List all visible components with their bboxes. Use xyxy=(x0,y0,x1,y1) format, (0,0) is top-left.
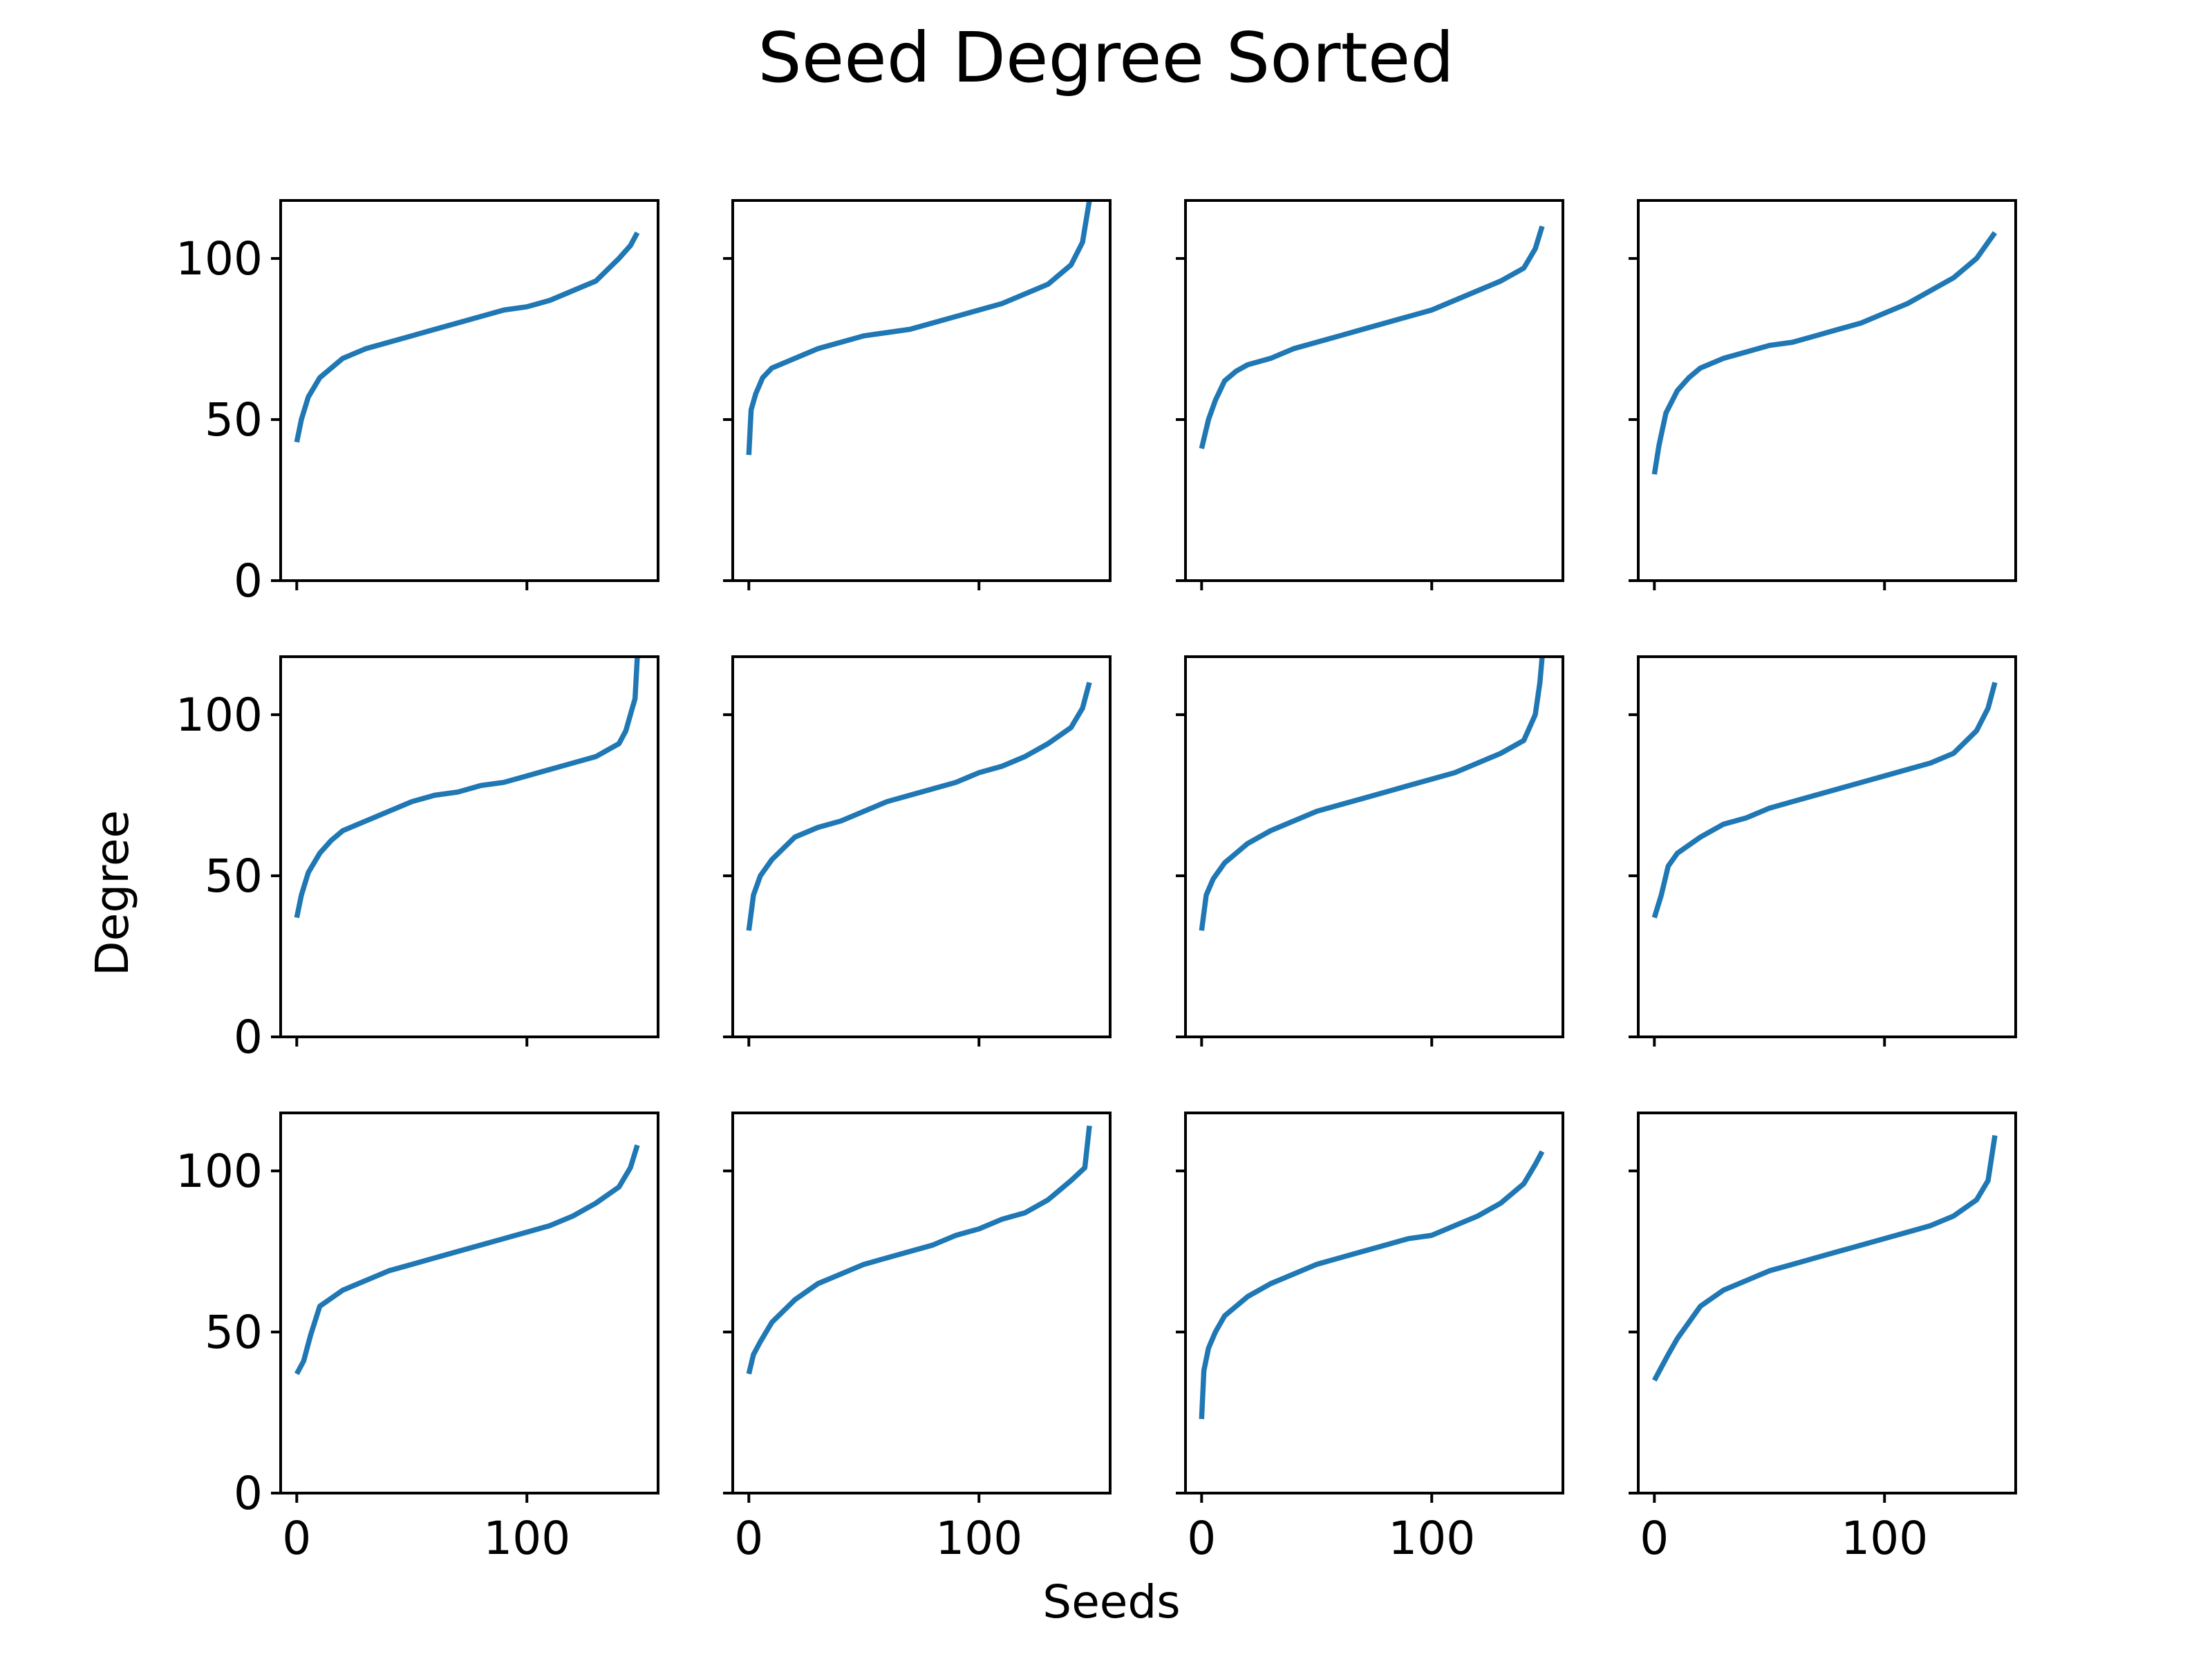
y-tick-label: 100 xyxy=(176,232,263,285)
subplot: 0 50 100 xyxy=(176,199,659,608)
y-axis-label: Degree xyxy=(86,810,139,976)
subplot xyxy=(1176,655,1564,1047)
subplot: 0 100 xyxy=(1176,1112,1564,1565)
x-tick-label: 100 xyxy=(1841,1512,1928,1565)
x-tick-label: 0 xyxy=(282,1512,311,1565)
series-line xyxy=(1199,1150,1545,1419)
axes-frame xyxy=(279,1112,659,1494)
series-line xyxy=(746,200,1092,456)
axes-frame xyxy=(731,1112,1112,1494)
x-tick-label: 0 xyxy=(1187,1512,1216,1565)
series-line xyxy=(294,231,640,443)
series-line xyxy=(294,1144,640,1376)
subplot xyxy=(1629,199,2017,590)
axes-frame xyxy=(279,655,659,1038)
subplot: 0 50 100 xyxy=(176,655,659,1064)
x-tick-label: 0 xyxy=(1640,1512,1669,1565)
series-line xyxy=(746,682,1092,931)
y-tick-label: 50 xyxy=(205,850,263,903)
series-line xyxy=(1651,231,1998,475)
subplot: 0 100 xyxy=(1629,1112,2017,1565)
x-tick-label: 100 xyxy=(935,1512,1022,1565)
axes-frame xyxy=(1637,655,2017,1038)
x-tick-label: 0 xyxy=(734,1512,763,1565)
y-tick-label: 50 xyxy=(205,393,263,447)
series-line xyxy=(746,1125,1092,1375)
axes-frame xyxy=(279,199,659,582)
subplot xyxy=(723,655,1112,1047)
subplot xyxy=(723,199,1112,590)
axes-frame xyxy=(1184,1112,1564,1494)
series-line xyxy=(1651,682,1998,919)
axes-frame xyxy=(1184,199,1564,582)
axes-frame xyxy=(1637,199,2017,582)
y-tick-label: 100 xyxy=(176,1145,263,1198)
subplot: 0 100 xyxy=(723,1112,1112,1565)
series-line xyxy=(1199,225,1545,449)
axes-frame xyxy=(731,655,1112,1038)
axes-frame xyxy=(731,199,1112,582)
y-tick-label: 0 xyxy=(234,1011,263,1064)
axes-frame xyxy=(1184,655,1564,1038)
y-tick-label: 100 xyxy=(176,688,263,742)
subplot: 0 50 100 0 100 xyxy=(176,1112,659,1565)
series-line xyxy=(1651,1135,1998,1382)
series-line xyxy=(294,657,640,919)
subplot xyxy=(1629,655,2017,1047)
axes-frame xyxy=(1637,1112,2017,1494)
y-tick-label: 0 xyxy=(234,554,263,608)
subplot xyxy=(1176,199,1564,590)
x-tick-label: 100 xyxy=(483,1512,570,1565)
x-tick-label: 100 xyxy=(1388,1512,1475,1565)
x-axis-label: Seeds xyxy=(1042,1575,1180,1629)
subplot-grid: 0 50 100 0 50 100 0 50 100 0 100 0 100 0 100 0 100 xyxy=(176,199,2017,1565)
chart-title: Seed Degree Sorted xyxy=(758,17,1454,98)
series-line xyxy=(1199,657,1545,931)
y-tick-label: 50 xyxy=(205,1306,263,1359)
y-tick-label: 0 xyxy=(234,1467,263,1520)
